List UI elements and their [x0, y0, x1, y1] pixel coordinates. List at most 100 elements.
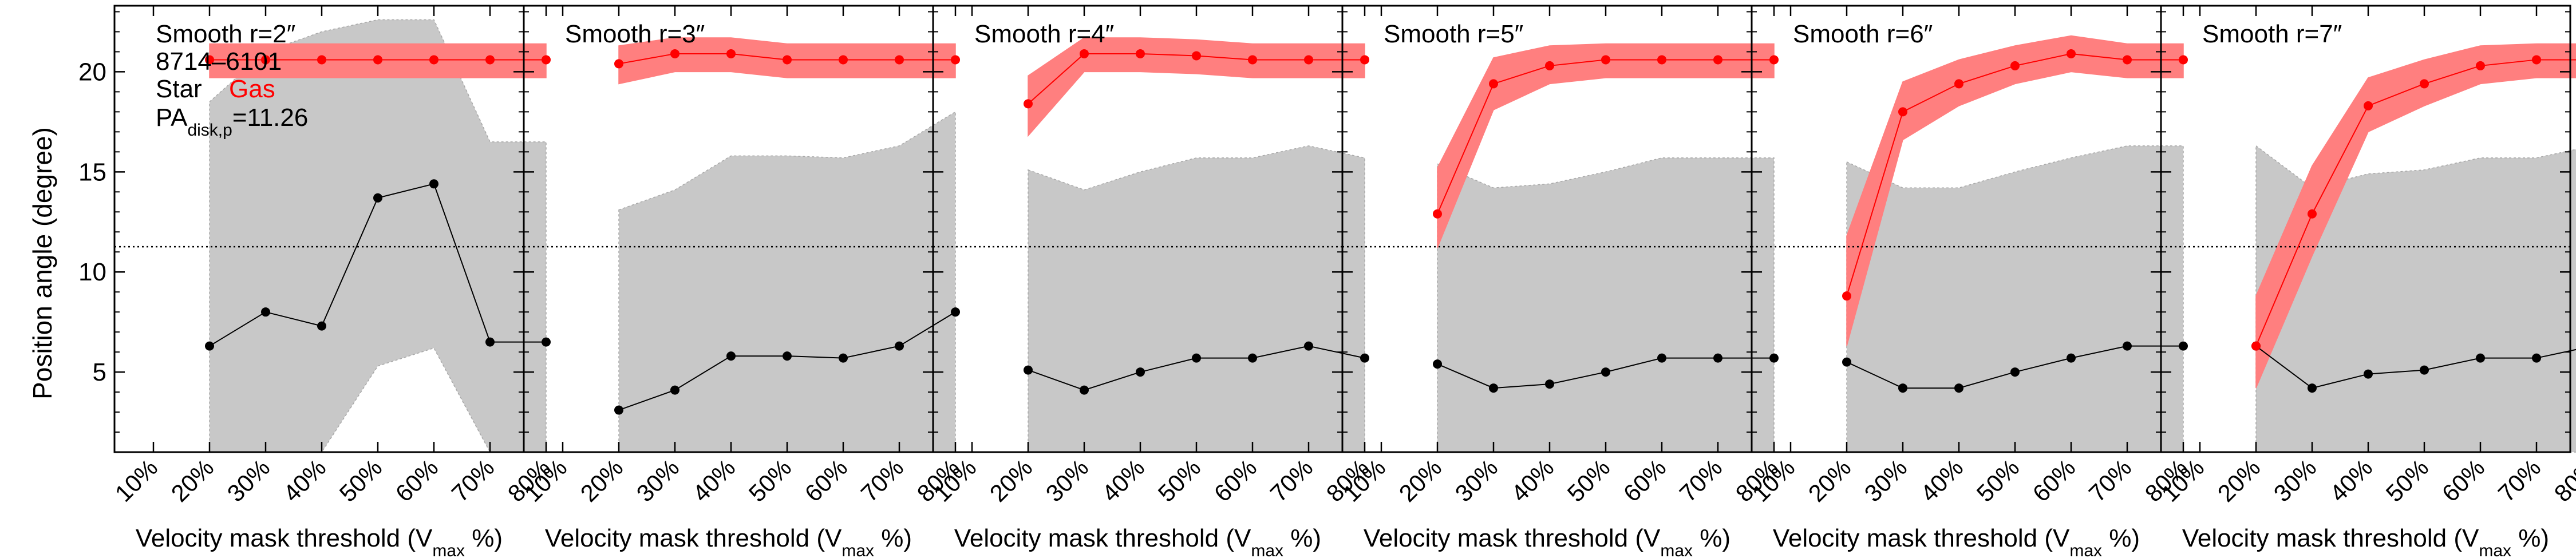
gas-data-point: [1304, 55, 1313, 65]
x-tick-label: 20%: [2212, 454, 2266, 507]
x-tick-label: 30%: [1859, 454, 1913, 507]
panel-title: Smooth r=3″: [565, 20, 705, 48]
legend-star-label: Star: [156, 75, 202, 103]
star-data-point: [205, 341, 214, 351]
gas-data-point: [2308, 209, 2317, 219]
gas-data-point: [2532, 55, 2541, 65]
star-data-point: [1769, 353, 1779, 363]
star-data-point: [1304, 341, 1313, 351]
star-data-point: [1898, 383, 1907, 393]
gas-data-point: [1657, 55, 1666, 65]
x-tick-label: 60%: [390, 454, 444, 507]
star-data-point: [2476, 353, 2485, 363]
gas-data-point: [1842, 291, 1851, 301]
x-tick-label: 30%: [2269, 454, 2322, 507]
x-tick-label: 20%: [985, 454, 1038, 507]
gas-data-point: [1080, 49, 1089, 58]
x-axis-label: Velocity mask threshold (Vmax %): [2182, 524, 2549, 558]
gas-data-point: [783, 55, 792, 65]
star-error-band: [1437, 157, 1775, 453]
gas-data-point: [1360, 55, 1369, 65]
star-error-band: [2255, 145, 2576, 453]
x-tick-label: 40%: [278, 454, 331, 507]
x-tick-label: 60%: [800, 454, 853, 507]
panel-title: Smooth r=6″: [1793, 20, 1933, 48]
star-data-point: [2532, 353, 2541, 363]
star-data-point: [1545, 379, 1554, 389]
gas-data-point: [726, 49, 736, 58]
gas-data-point: [614, 59, 623, 69]
y-tick-label: 20: [78, 58, 106, 86]
gas-data-point: [1601, 55, 1610, 65]
star-data-point: [951, 307, 960, 317]
gas-data-point: [1192, 51, 1201, 61]
x-tick-label: 10%: [110, 454, 163, 507]
x-axis-label: Velocity mask threshold (Vmax %): [545, 524, 912, 558]
gas-data-point: [1769, 55, 1779, 65]
star-data-point: [783, 351, 792, 361]
star-data-point: [1136, 367, 1145, 377]
gas-data-point: [1024, 99, 1033, 109]
x-tick-label: 30%: [1041, 454, 1094, 507]
x-axis-label: Velocity mask threshold (Vmax %): [136, 524, 503, 558]
gas-data-point: [1433, 209, 1442, 219]
panel-frame: [2160, 5, 2571, 453]
star-data-point: [1489, 383, 1498, 393]
gas-data-point: [2420, 79, 2429, 89]
x-tick-label: 40%: [1915, 454, 1969, 507]
x-tick-label: 30%: [222, 454, 275, 507]
gas-data-point: [1898, 107, 1907, 117]
gas-data-point: [2179, 55, 2188, 65]
x-tick-label: 60%: [1209, 454, 1262, 507]
star-data-point: [2067, 353, 2076, 363]
panel-2: 10% 20% 30% 40% 50% 60% 70% 80%Smooth r=3″Veloc…: [519, 5, 965, 558]
gas-data-point: [670, 49, 679, 58]
star-data-point: [1360, 353, 1369, 363]
star-error-band: [1846, 145, 2184, 453]
panel-title: Smooth r=2″: [156, 20, 295, 48]
x-tick-label: 20%: [1394, 454, 1447, 507]
star-data-point: [726, 351, 736, 361]
x-tick-label: 80%: [2549, 454, 2576, 507]
gas-data-point: [205, 55, 214, 65]
gas-data-point: [1489, 79, 1498, 89]
gas-data-point: [2123, 55, 2132, 65]
y-tick-label: 5: [93, 358, 106, 386]
pa-disk-label: PAdisk,p=11.26: [156, 104, 308, 140]
gas-data-point: [485, 55, 495, 65]
x-tick-label: 20%: [575, 454, 629, 507]
y-tick-label: 10: [78, 258, 106, 286]
x-tick-label: 70%: [1674, 454, 1728, 507]
x-tick-label: 20%: [166, 454, 219, 507]
star-data-point: [2364, 369, 2373, 379]
panel-title: Smooth r=7″: [2202, 20, 2342, 48]
x-tick-label: 70%: [1265, 454, 1318, 507]
panel-title: Smooth r=5″: [1384, 20, 1523, 48]
panel-6: 10% 20% 30% 40% 50% 60% 70% 80%Smooth r=7″Veloc…: [2156, 5, 2576, 558]
x-tick-label: 40%: [1506, 454, 1559, 507]
gas-error-band: [1437, 43, 1775, 248]
panel-4: 10% 20% 30% 40% 50% 60% 70% 80%Smooth r=5″Veloc…: [1338, 5, 1783, 558]
gas-error-band: [2255, 43, 2576, 389]
galaxy-id-label: 8714–6101: [156, 48, 282, 76]
star-data-point: [2308, 383, 2317, 393]
star-data-point: [2010, 367, 2020, 377]
star-data-point: [485, 337, 495, 347]
x-tick-label: 50%: [1562, 454, 1615, 507]
gas-error-band: [1028, 37, 1365, 137]
x-tick-label: 70%: [2084, 454, 2137, 507]
star-data-point: [542, 337, 551, 347]
x-tick-label: 30%: [1450, 454, 1503, 507]
star-data-point: [1954, 383, 1963, 393]
x-tick-label: 70%: [856, 454, 909, 507]
star-data-point: [614, 405, 623, 415]
x-tick-label: 60%: [2028, 454, 2081, 507]
x-axis-label: Velocity mask threshold (Vmax %): [954, 524, 1321, 558]
legend-gas-label: Gas: [229, 75, 275, 103]
x-tick-label: 70%: [2493, 454, 2546, 507]
star-data-point: [1433, 359, 1442, 369]
star-data-point: [2179, 341, 2188, 351]
star-data-point: [373, 193, 382, 203]
